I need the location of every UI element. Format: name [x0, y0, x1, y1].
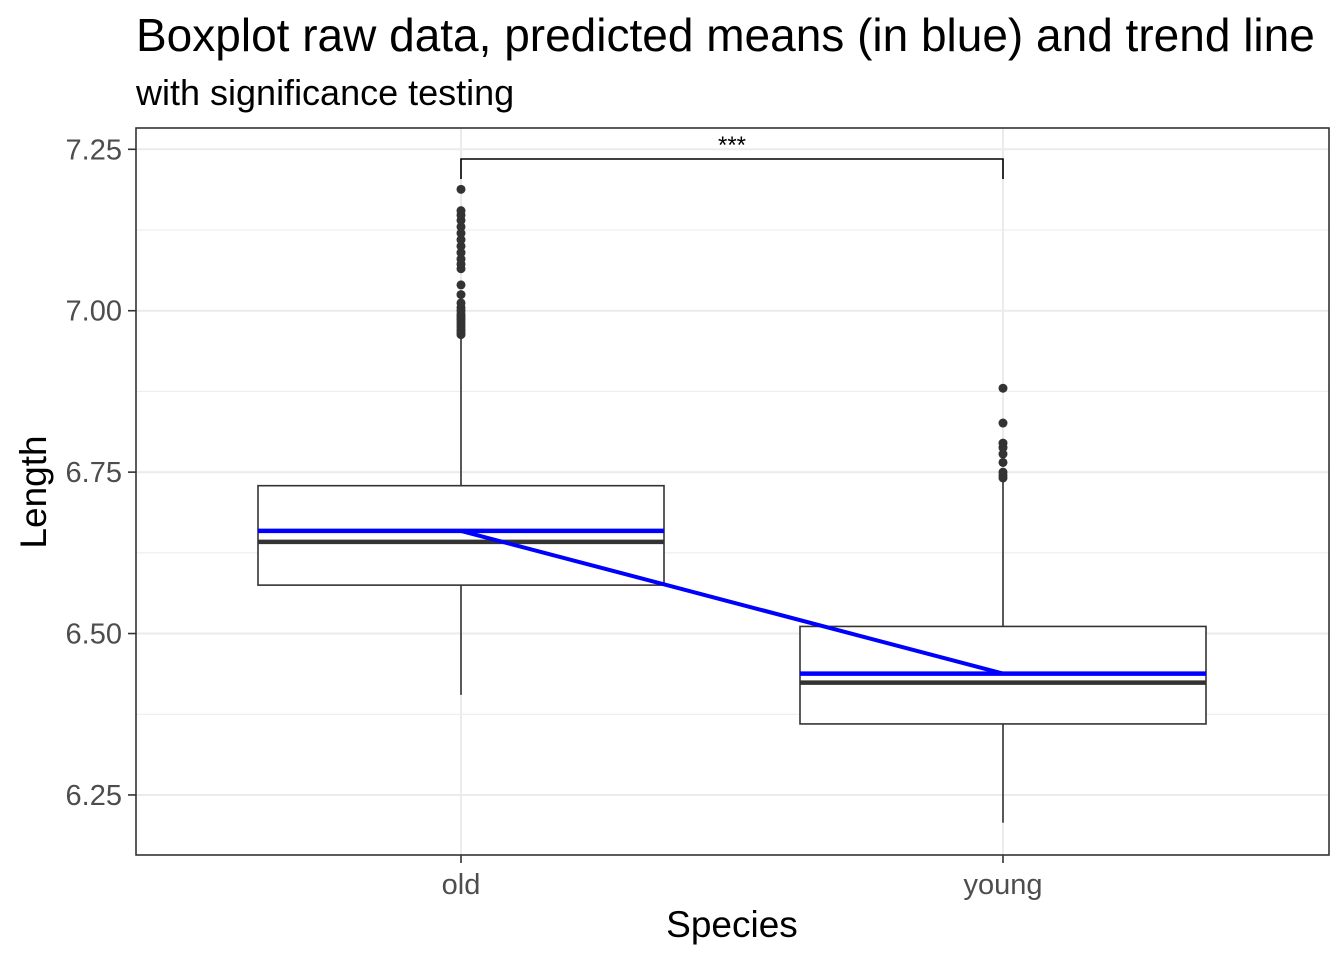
y-tick-label: 6.75 — [66, 457, 122, 489]
outlier-point — [456, 241, 466, 251]
chart-subtitle: with significance testing — [136, 72, 515, 113]
y-tick-label: 6.50 — [66, 619, 122, 651]
outlier-point — [998, 418, 1008, 428]
trend-line — [460, 528, 1004, 676]
chart-marks: *** — [257, 132, 1207, 823]
outlier-point — [456, 206, 466, 216]
outlier-point — [456, 254, 466, 264]
y-tick-label: 6.25 — [66, 780, 122, 812]
outlier-point — [456, 222, 466, 232]
y-tick-label: 7.00 — [66, 296, 122, 328]
outlier-point — [456, 248, 466, 258]
y-axis-title: Length — [13, 435, 54, 548]
outlier-point — [456, 290, 466, 300]
significance-bracket — [460, 158, 1004, 179]
outlier-point — [456, 280, 466, 290]
outlier-point — [456, 228, 466, 238]
outlier-point — [998, 383, 1008, 393]
x-tick-label: old — [442, 869, 481, 901]
plot-panel-border — [135, 127, 1330, 856]
outlier-point — [456, 298, 466, 308]
chart-title: Boxplot raw data, predicted means (in bl… — [136, 9, 1315, 61]
outlier-point — [998, 467, 1008, 477]
x-tick-label: young — [963, 869, 1042, 901]
axes: 6.25 6.50 6.75 7.00 7.25 old young — [66, 134, 1043, 901]
significance-label: *** — [718, 132, 746, 159]
outlier-point — [456, 184, 466, 194]
x-axis-title: Species — [666, 904, 798, 945]
outlier-point — [998, 438, 1008, 448]
outlier-point — [456, 235, 466, 245]
outlier-point — [998, 457, 1008, 467]
outlier-point — [998, 449, 1008, 459]
y-tick-label: 7.25 — [66, 134, 122, 166]
